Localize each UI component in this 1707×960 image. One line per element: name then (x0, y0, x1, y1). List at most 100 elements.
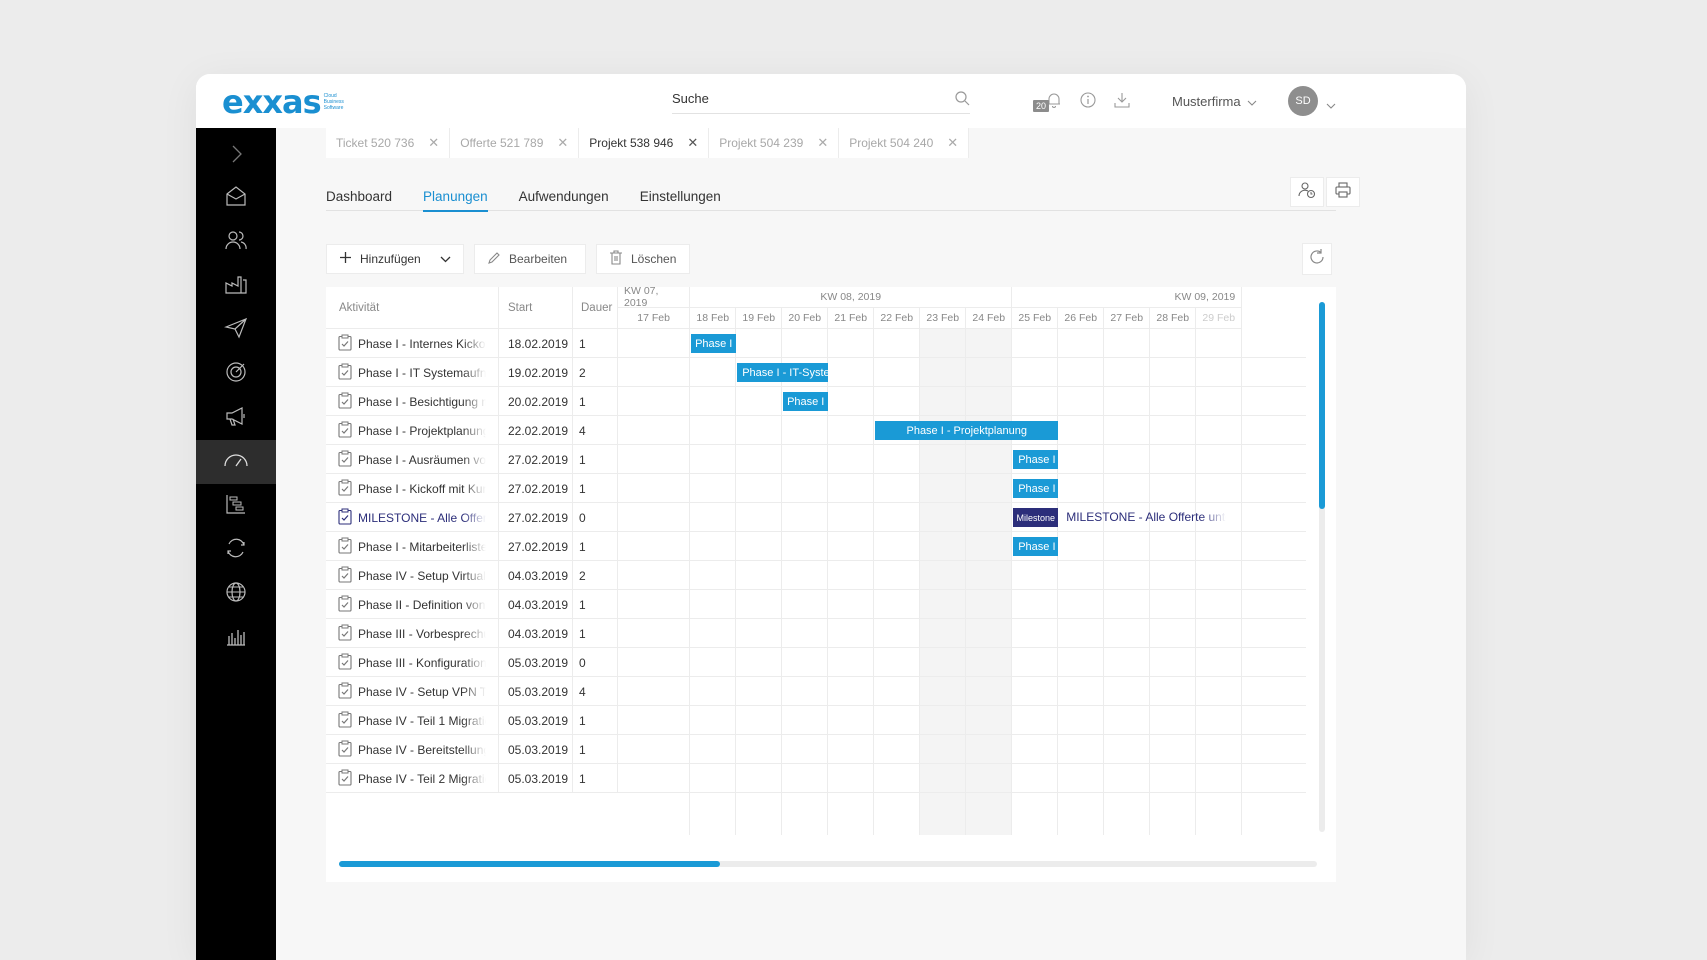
edit-button[interactable]: Bearbeiten (474, 244, 586, 274)
doc-tab-ticket-520736[interactable]: Ticket 520 736 ✕ (326, 128, 451, 158)
sidebar-item-planning[interactable] (196, 484, 276, 528)
milestone-bar[interactable]: Milestone (1013, 508, 1059, 527)
timeline-day-header: 22 Feb (874, 308, 921, 329)
sidebar-item-production[interactable] (196, 264, 276, 308)
doc-tab-projekt-538946[interactable]: Projekt 538 946 ✕ (579, 128, 710, 158)
gantt-task-bar[interactable]: Phase I (1013, 450, 1059, 469)
timeline-day-column (1196, 329, 1243, 835)
tab-einstellungen[interactable]: Einstellungen (639, 189, 721, 204)
duration-cell: 1 (573, 532, 618, 561)
start-date-cell: 05.03.2019 (499, 735, 573, 764)
sidebar-expand-button[interactable] (196, 134, 276, 178)
chevron-down-icon (440, 252, 451, 266)
table-row[interactable]: Phase I - Internes Kickoff 18.02.2019 1 Pha… (326, 329, 1306, 358)
table-row[interactable]: Phase IV - Bereitstellung 05.03.2019 1 (326, 735, 1306, 764)
user-avatar[interactable]: SD (1288, 86, 1318, 116)
table-row[interactable]: Phase II - Definition von Kunden 04.03.20… (326, 590, 1306, 619)
info-button[interactable] (1075, 90, 1101, 114)
start-date-cell: 04.03.2019 (499, 561, 573, 590)
table-row[interactable]: Phase IV - Setup Virtual Server 04.03.201… (326, 561, 1306, 590)
duration-cell: 1 (573, 329, 618, 358)
download-button[interactable] (1109, 90, 1135, 114)
doc-tab-offerte-521789[interactable]: Offerte 521 789 ✕ (450, 128, 580, 158)
sidebar-item-marketing[interactable] (196, 396, 276, 440)
gantt-task-bar[interactable]: Phase I (1013, 537, 1059, 556)
table-row[interactable]: Phase IV - Teil 1 Migration 05.03.2019 1 (326, 706, 1306, 735)
timeline-day-column (828, 329, 875, 835)
doc-tab-projekt-504240[interactable]: Projekt 504 240 ✕ (839, 128, 970, 158)
close-icon[interactable]: ✕ (817, 135, 829, 150)
clipboard-check-icon (338, 479, 352, 499)
table-row[interactable]: Phase I - Projektplanung 22.02.2019 4 Phase… (326, 416, 1306, 445)
table-row[interactable]: Phase I - Mitarbeiterliste erstellen 27.0… (326, 532, 1306, 561)
duration-cell: 1 (573, 764, 618, 793)
sidebar-item-contacts[interactable] (196, 220, 276, 264)
timeline-day-header: 18 Feb (690, 308, 737, 329)
main-content: Ticket 520 736 ✕ Offerte 521 789 ✕ Proje… (276, 128, 1466, 960)
horizontal-scrollbar-thumb[interactable] (339, 861, 721, 867)
doc-tab-projekt-504239[interactable]: Projekt 504 239 ✕ (709, 128, 840, 158)
tab-dashboard[interactable]: Dashboard (326, 189, 393, 204)
tab-aufwendungen[interactable]: Aufwendungen (518, 189, 609, 204)
table-row[interactable]: Phase I - Besichtigung mit Kunde 20.02.20… (326, 387, 1306, 416)
sidebar-item-sync[interactable] (196, 528, 276, 572)
vertical-scrollbar-thumb[interactable] (1319, 302, 1325, 509)
activity-name: MILESTONE - Alle Offerte unterschrieben (358, 510, 486, 525)
table-row[interactable]: Phase III - Konfiguration Firewall 05.03.… (326, 648, 1306, 677)
clipboard-check-icon (338, 508, 352, 528)
search-icon[interactable] (955, 91, 970, 111)
sidebar-item-reports[interactable] (196, 616, 276, 660)
column-header-start[interactable]: Start (499, 287, 573, 329)
gantt-grid: Aktivität Start Dauer KW 07, 2019 KW 08, … (326, 287, 1336, 882)
company-name: Musterfirma (1172, 94, 1241, 109)
company-selector[interactable]: Musterfirma (1172, 94, 1257, 109)
delete-button[interactable]: Löschen (596, 244, 690, 274)
table-row[interactable]: Phase I - Ausräumen von Altgeräten 27.02.… (326, 445, 1306, 474)
timeline-week-header: KW 08, 2019 (690, 287, 1013, 308)
search-input[interactable] (672, 91, 932, 106)
close-icon[interactable]: ✕ (947, 135, 959, 150)
assign-user-button[interactable] (1290, 177, 1324, 207)
activity-cell: Phase IV - Teil 2 Migration (326, 764, 499, 793)
timeline-week-header: KW 07, 2019 (618, 287, 691, 309)
close-icon[interactable]: ✕ (428, 135, 440, 150)
gantt-task-bar[interactable]: Phase I (1013, 479, 1059, 498)
notifications-button[interactable]: 20 (1033, 90, 1067, 114)
column-header-duration[interactable]: Dauer (573, 287, 618, 329)
user-menu-chevron-icon[interactable] (1326, 96, 1336, 114)
close-icon[interactable]: ✕ (687, 135, 699, 150)
gantt-task-bar[interactable]: Phase I (691, 334, 737, 353)
horizontal-scrollbar[interactable] (339, 861, 1317, 867)
sidebar-item-inbox[interactable] (196, 176, 276, 220)
vertical-scrollbar[interactable] (1319, 302, 1325, 832)
activity-cell: Phase III - Vorbesprechung (326, 619, 499, 648)
gantt-task-bar[interactable]: Phase I - Projektplanung (875, 421, 1059, 440)
timeline-day-header: 17 Feb (618, 308, 691, 329)
exxas-logo[interactable]: exxas Cloud Business Software (222, 83, 354, 121)
gantt-task-bar[interactable]: Phase I (783, 392, 829, 411)
table-row[interactable]: Phase IV - Teil 2 Migration 05.03.2019 1 (326, 764, 1306, 793)
pencil-icon (487, 251, 501, 268)
close-icon[interactable]: ✕ (557, 135, 569, 150)
sidebar-item-send[interactable] (196, 308, 276, 352)
sidebar-item-web[interactable] (196, 572, 276, 616)
table-row[interactable]: MILESTONE - Alle Offerte unterschrieben 2… (326, 503, 1306, 532)
sidebar-item-goals[interactable] (196, 352, 276, 396)
sync-icon (224, 536, 248, 565)
sidebar-item-projects[interactable] (196, 440, 276, 484)
column-header-activity[interactable]: Aktivität (326, 287, 499, 329)
timeline-day-column (1104, 329, 1151, 835)
bar-chart-icon (224, 624, 248, 653)
add-dropdown-button[interactable]: Hinzufügen (326, 244, 464, 274)
gantt-task-bar[interactable]: Phase I - IT-Systemaufnahme (737, 363, 829, 382)
logo-wordmark: exxas (222, 83, 322, 121)
refresh-button[interactable] (1302, 243, 1332, 275)
sidebar (196, 128, 276, 960)
clipboard-check-icon (338, 682, 352, 702)
print-button[interactable] (1326, 177, 1360, 207)
tab-planungen[interactable]: Planungen (423, 189, 488, 212)
